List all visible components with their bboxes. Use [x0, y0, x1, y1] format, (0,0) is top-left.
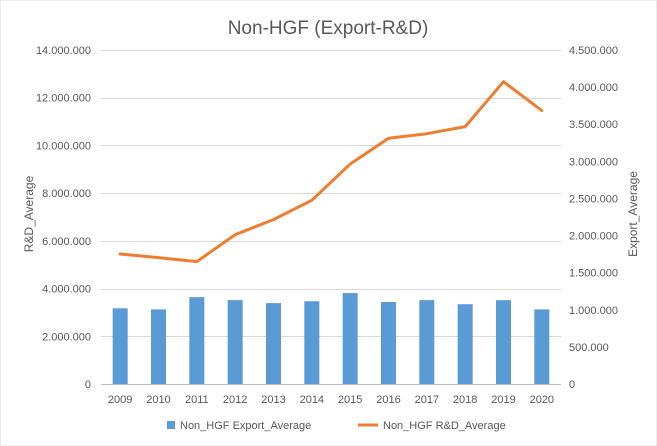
- bar: [227, 300, 243, 384]
- legend-label-export: Non_HGF Export_Average: [180, 420, 311, 432]
- x-tick-label: 2009: [108, 394, 132, 406]
- left-tick-label: 0: [85, 379, 91, 391]
- left-tick-label: 4.000.000: [42, 284, 91, 296]
- bar: [457, 304, 473, 384]
- right-tick-label: 3.000.000: [569, 156, 618, 168]
- left-axis-ticks: 0 2.000.000 4.000.000 6.000.000 8.000.000 10.…: [36, 45, 91, 391]
- x-tick-label: 2020: [530, 394, 554, 406]
- bar: [304, 301, 320, 384]
- right-axis-title: Export_Average: [626, 171, 640, 257]
- right-tick-label: 0: [569, 379, 575, 391]
- series-line: [118, 80, 544, 264]
- legend-swatch-export: [167, 421, 175, 429]
- x-axis-ticks: 2009 2010 2011 2012 2013 2014 2015 2016 2017 2018…: [108, 394, 554, 406]
- line-series: [118, 80, 544, 264]
- left-tick-label: 6.000.000: [42, 236, 91, 248]
- bar: [151, 309, 166, 384]
- bar: [534, 309, 550, 384]
- right-tick-label: 1.000.000: [569, 305, 618, 317]
- right-tick-label: 4.500.000: [569, 45, 618, 57]
- right-tick-label: 3.500.000: [569, 119, 618, 131]
- left-tick-label: 8.000.000: [42, 188, 91, 200]
- x-tick-label: 2013: [261, 394, 285, 406]
- x-tick-label: 2012: [223, 394, 247, 406]
- left-axis-title: R&D_Average: [22, 175, 36, 252]
- right-axis-ticks: 0 500.000 1.000.000 1.500.000 2.000.000 2.500…: [569, 45, 618, 391]
- right-tick-label: 500.000: [569, 342, 609, 354]
- right-tick-label: 2.500.000: [569, 193, 618, 205]
- left-tick-label: 12.000.000: [36, 93, 91, 105]
- x-tick-label: 2011: [185, 394, 209, 406]
- x-tick-label: 2014: [300, 394, 324, 406]
- right-tick-label: 1.500.000: [569, 268, 618, 280]
- bar: [342, 293, 358, 384]
- chart-title: Non-HGF (Export-R&D): [228, 18, 429, 39]
- left-tick-label: 10.000.000: [36, 140, 91, 152]
- x-tick-label: 2015: [338, 394, 362, 406]
- bar: [381, 301, 396, 384]
- legend: Non_HGF Export_Average Non_HGF R&D_Avera…: [167, 420, 506, 432]
- legend-label-rd: Non_HGF R&D_Average: [383, 420, 506, 432]
- bar: [112, 308, 128, 384]
- left-tick-label: 14.000.000: [36, 45, 91, 57]
- bar: [419, 300, 435, 384]
- right-tick-label: 4.000.000: [569, 82, 618, 94]
- bar: [266, 303, 281, 384]
- gridlines: [101, 50, 561, 385]
- x-tick-label: 2010: [146, 394, 170, 406]
- bar-series: [112, 293, 550, 384]
- x-tick-label: 2018: [453, 394, 477, 406]
- x-tick-label: 2017: [415, 394, 439, 406]
- right-tick-label: 2.000.000: [569, 231, 618, 243]
- x-tick-label: 2019: [491, 394, 515, 406]
- left-tick-label: 2.000.000: [42, 331, 91, 343]
- x-tick-label: 2016: [376, 394, 400, 406]
- bar: [189, 297, 205, 384]
- bar: [496, 300, 511, 384]
